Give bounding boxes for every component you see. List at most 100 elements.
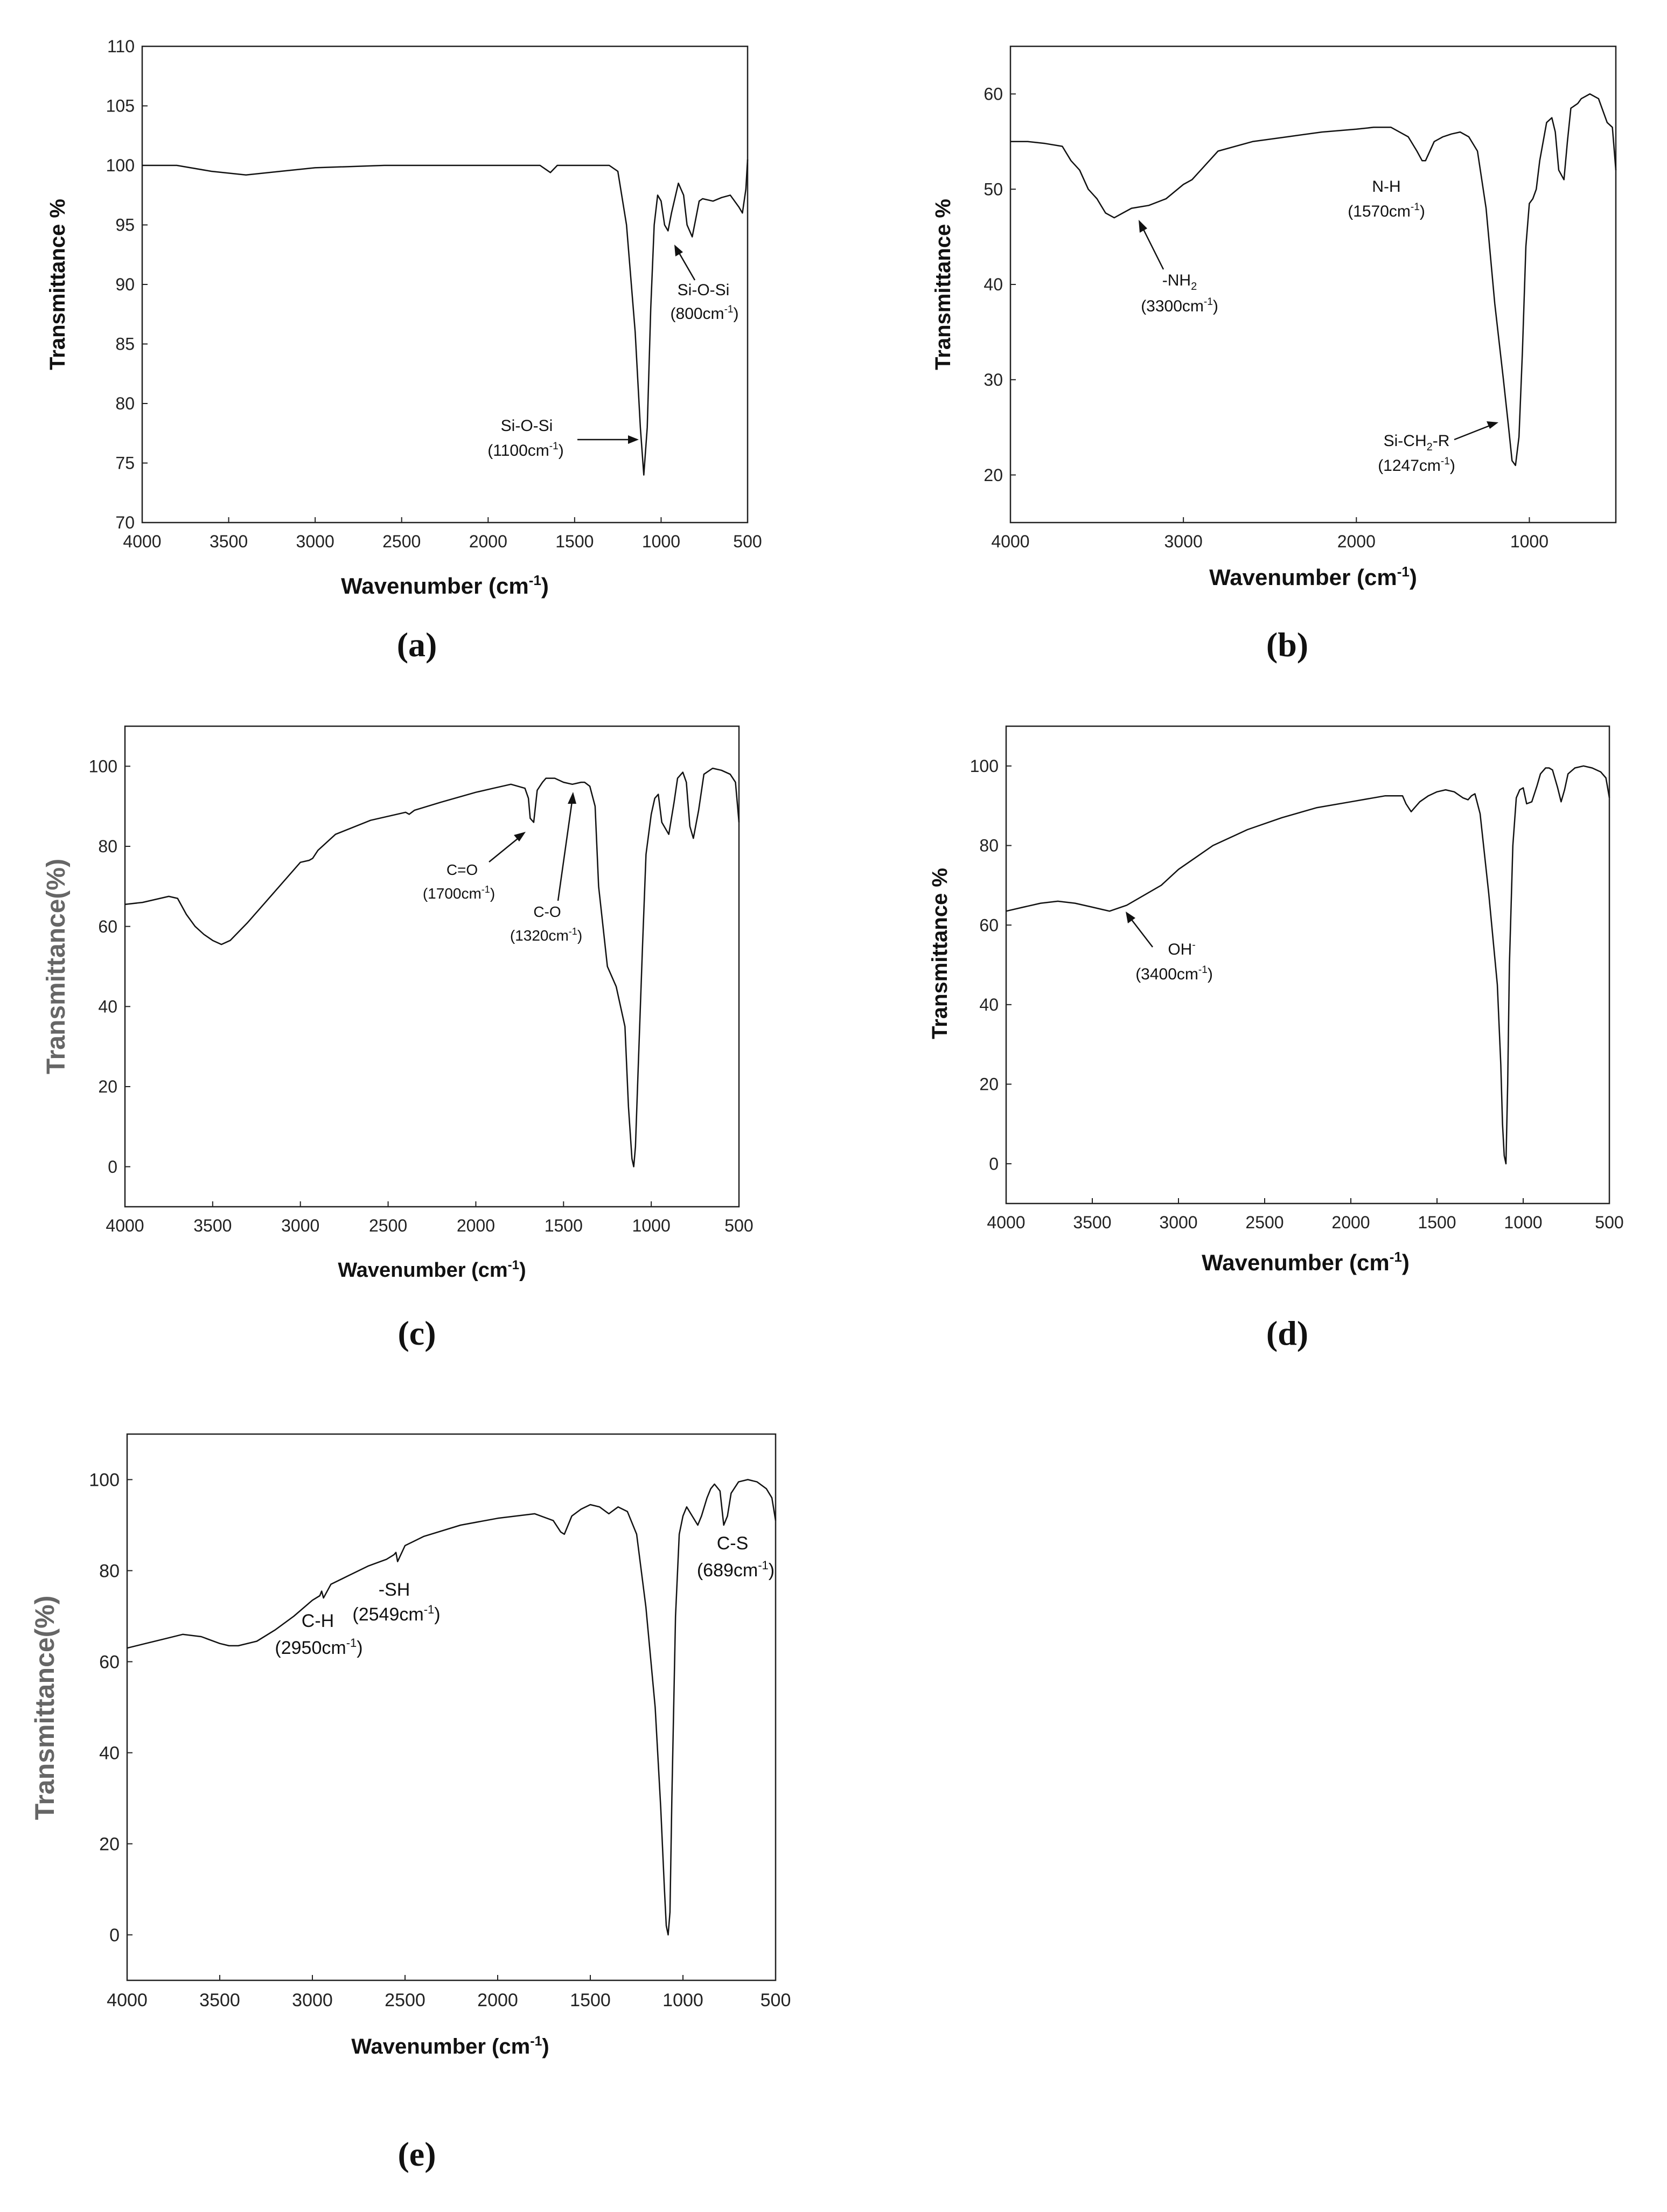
x-tick-label-d: 3000 (1159, 1213, 1197, 1232)
x-tick-label-e: 4000 (107, 1990, 148, 2011)
annotation-value-e-3: (689cm-1) (697, 1559, 775, 1581)
y-tick-label-c: 60 (98, 917, 117, 936)
annotation-label-a-2: Si-O-Si (678, 281, 730, 299)
x-tick-label-a: 2500 (382, 532, 421, 551)
annotation-label-e-1: C-H (302, 1611, 334, 1631)
annotation-arrow-a-2 (674, 245, 696, 281)
plot-frame-c (124, 725, 740, 1208)
x-tick-label-c: 2000 (457, 1216, 495, 1235)
axis-ticks-d: 4000 3500 3000 2500 2000 1500 1000 500 0 20 40 60 80… (970, 756, 1624, 1232)
y-tick-label-a: 75 (115, 454, 135, 473)
y-tick-label-e: 60 (99, 1652, 120, 1672)
x-tick-label-c: 4000 (106, 1216, 144, 1235)
y-tick-label-b: 60 (984, 85, 1003, 104)
annotation-label-c-2: C-O (533, 903, 561, 920)
x-tick-label-e: 2500 (385, 1990, 426, 2011)
x-tick-label-d: 3500 (1073, 1213, 1111, 1232)
y-axis-label-d: Transmittance % (928, 868, 952, 1039)
plot-frame-d (1005, 725, 1610, 1205)
chart-b: 4000 3000 2000 1000 20 30 40 50 60 Transmittance… (931, 45, 1617, 590)
annotation-value-d-1: (3400cm-1) (1135, 964, 1213, 983)
x-tick-label-e: 2000 (477, 1990, 518, 2011)
annotation-label-a-1: Si-O-Si (501, 417, 553, 435)
spectrum-line-b (1010, 93, 1617, 467)
annotation-value-c-2: (1320cm-1) (510, 926, 582, 944)
x-tick-label-e: 1000 (662, 1990, 703, 2011)
x-axis-label-a: Wavenumber (cm-1) (341, 572, 549, 599)
x-tick-label-a: 1500 (555, 532, 594, 551)
annotation-value-b-3: (1247cm-1) (1378, 456, 1455, 475)
x-tick-label-b: 4000 (991, 532, 1029, 551)
annotation-label-c-1: C=O (447, 861, 478, 878)
y-tick-label-c: 0 (108, 1157, 117, 1177)
y-tick-label-e: 20 (99, 1834, 120, 1854)
y-tick-label-d: 60 (979, 915, 999, 935)
x-tick-label-c: 2500 (369, 1216, 407, 1235)
y-tick-label-d: 20 (979, 1075, 999, 1094)
annotation-arrow-c-1 (489, 832, 526, 862)
y-tick-label-b: 50 (984, 179, 1003, 199)
y-tick-label-e: 40 (99, 1743, 120, 1763)
annotation-arrow-d-1 (1126, 912, 1153, 948)
x-tick-label-a: 3500 (210, 532, 248, 551)
axis-ticks-e: 4000 3500 3000 2500 2000 1500 1000 500 0 20 40 60 80… (89, 1470, 791, 2011)
annotation-value-a-1: (1100cm-1) (487, 441, 563, 460)
y-axis-label-e: Transmittance(%) (30, 1596, 60, 1820)
x-tick-label-c: 3000 (281, 1216, 319, 1235)
y-tick-label-d: 100 (970, 756, 999, 776)
y-tick-label-a: 110 (107, 37, 135, 56)
x-tick-label-a: 3000 (296, 532, 334, 551)
x-tick-label-d: 2000 (1331, 1213, 1370, 1232)
annotation-arrow-b-3 (1454, 421, 1498, 441)
spectrum-line-c (124, 767, 740, 1167)
panel-label-d: (d) (1266, 1314, 1309, 1352)
y-tick-label-b: 40 (984, 275, 1003, 294)
annotation-label-e-3: C-S (717, 1533, 749, 1554)
y-tick-label-c: 40 (98, 997, 117, 1017)
annotation-label-e-2: -SH (379, 1580, 410, 1600)
x-tick-label-b: 2000 (1337, 532, 1376, 551)
annotation-label-b-2: N-H (1372, 178, 1400, 196)
y-tick-label-e: 80 (99, 1561, 120, 1581)
panel-label-e: (e) (397, 2135, 436, 2173)
y-tick-label-a: 90 (115, 275, 135, 294)
y-axis-label-b: Transmittance % (931, 199, 955, 370)
x-tick-label-a: 4000 (123, 532, 161, 551)
y-tick-label-b: 30 (984, 370, 1003, 389)
annotation-label-b-1: -NH2 (1162, 272, 1197, 293)
x-tick-label-b: 1000 (1510, 532, 1549, 551)
annotation-value-e-1: (2950cm-1) (275, 1636, 362, 1658)
x-tick-label-c: 1000 (632, 1216, 671, 1235)
annotation-label-d-1: OH- (1168, 940, 1195, 958)
x-tick-label-e: 3500 (199, 1990, 240, 2011)
annotation-value-c-1: (1700cm-1) (423, 884, 495, 902)
y-axis-label-a: Transmittance % (46, 199, 69, 370)
annotation-value-a-2: (800cm-1) (671, 304, 739, 323)
annotation-value-b-2: (1570cm-1) (1348, 201, 1425, 220)
spectrum-line-e (127, 1479, 777, 1936)
plot-frame-e (126, 1433, 777, 1981)
spectrum-line-a (142, 159, 749, 476)
y-tick-label-d: 40 (979, 995, 999, 1014)
x-axis-label-d: Wavenumber (cm-1) (1202, 1249, 1410, 1275)
y-tick-label-c: 100 (89, 757, 117, 776)
y-axis-label-c: Transmittance(%) (42, 859, 71, 1074)
panel-label-b: (b) (1266, 625, 1309, 664)
y-tick-label-b: 20 (984, 465, 1003, 485)
y-tick-label-a: 105 (106, 96, 135, 116)
y-tick-label-e: 100 (89, 1470, 120, 1490)
x-axis-label-e: Wavenumber (cm-1) (351, 2034, 549, 2058)
x-tick-label-d: 4000 (987, 1213, 1025, 1232)
plot-frame-a (141, 45, 749, 524)
y-tick-label-d: 80 (979, 836, 999, 855)
chart-d: 4000 3500 3000 2500 2000 1500 1000 500 0 20 40 60 80… (928, 725, 1624, 1275)
x-tick-label-e: 1500 (570, 1990, 611, 2011)
annotation-arrow-a-1 (577, 435, 639, 444)
y-tick-label-a: 95 (115, 215, 135, 235)
y-tick-label-e: 0 (109, 1925, 120, 1945)
y-tick-label-d: 0 (989, 1154, 999, 1173)
x-tick-label-a: 500 (733, 532, 762, 551)
x-tick-label-d: 1500 (1418, 1213, 1456, 1232)
annotation-arrow-b-1 (1139, 220, 1164, 270)
